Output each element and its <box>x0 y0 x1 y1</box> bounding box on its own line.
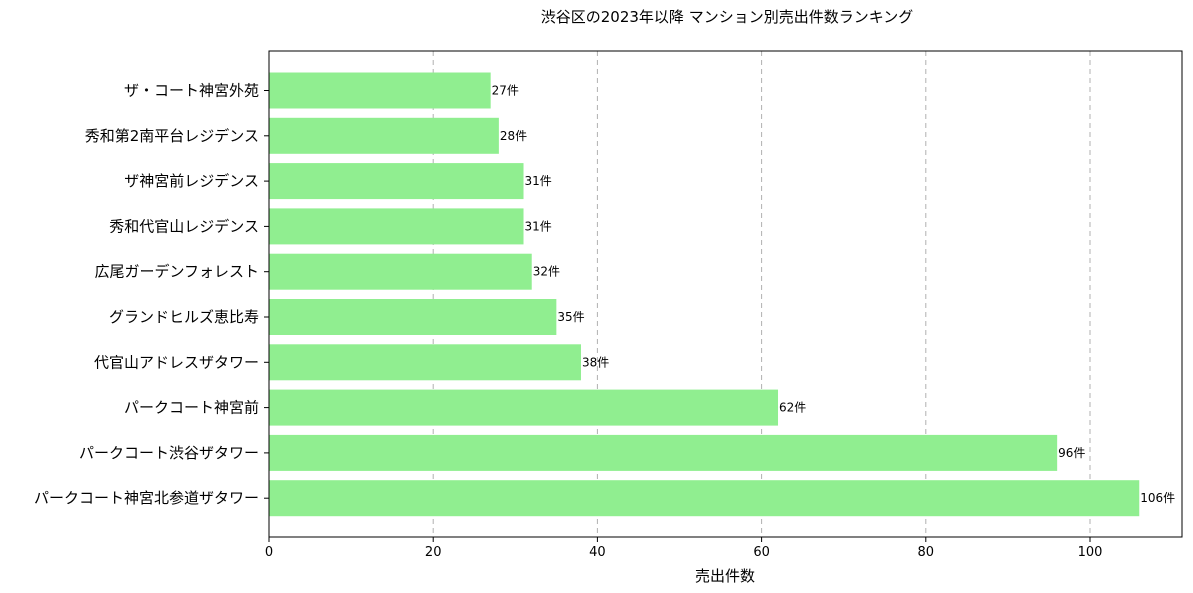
chart-title: 渋谷区の2023年以降 マンション別売出件数ランキング <box>541 8 914 26</box>
x-tick-label: 20 <box>425 545 442 560</box>
data-label: 96件 <box>1058 446 1085 460</box>
category-labels: ザ・コート神宮外苑秀和第2南平台レジデンスザ神宮前レジデンス秀和代官山レジデンス… <box>34 82 269 507</box>
category-label: 秀和代官山レジデンス <box>109 217 259 235</box>
data-label: 35件 <box>557 310 584 324</box>
bars <box>269 72 1140 517</box>
x-tick-label: 40 <box>589 545 606 560</box>
data-label: 27件 <box>492 84 519 98</box>
bar <box>269 208 524 245</box>
category-label: ザ・コート神宮外苑 <box>124 82 259 100</box>
x-tick-label: 80 <box>918 545 935 560</box>
data-label: 106件 <box>1140 491 1175 505</box>
data-label: 31件 <box>525 174 552 188</box>
x-tick-label: 0 <box>265 545 273 560</box>
plot-frame <box>268 50 1183 538</box>
category-label: 広尾ガーデンフォレスト <box>94 263 259 281</box>
bar <box>269 163 524 200</box>
bar <box>269 434 1058 471</box>
data-label: 32件 <box>533 265 560 279</box>
bar <box>269 117 499 154</box>
category-label: パークコート渋谷ザタワー <box>79 444 259 462</box>
data-label: 28件 <box>500 129 527 143</box>
category-label: ザ神宮前レジデンス <box>124 172 259 190</box>
bar <box>269 480 1140 517</box>
bar <box>269 389 779 426</box>
data-labels: 27件 28件 31件 31件 32件 35件 38件 62件 96件 106件 <box>492 84 1175 506</box>
bar <box>269 72 491 109</box>
category-label: パークコート神宮前 <box>124 399 259 417</box>
category-label: 秀和第2南平台レジデンス <box>85 127 259 145</box>
x-ticks: 0 20 40 60 80 100 <box>265 537 1103 560</box>
x-tick-label: 100 <box>1078 545 1103 560</box>
data-label: 62件 <box>779 401 806 415</box>
data-label: 38件 <box>582 355 609 369</box>
data-label: 31件 <box>525 219 552 233</box>
x-tick-label: 60 <box>753 545 770 560</box>
bar <box>269 344 581 381</box>
category-label: グランドヒルズ恵比寿 <box>109 308 259 326</box>
bar <box>269 253 532 290</box>
category-label: 代官山アドレスザタワー <box>94 353 259 371</box>
category-label: パークコート神宮北参道ザタワー <box>34 489 259 507</box>
x-axis-label: 売出件数 <box>695 567 755 585</box>
bar <box>269 299 557 335</box>
